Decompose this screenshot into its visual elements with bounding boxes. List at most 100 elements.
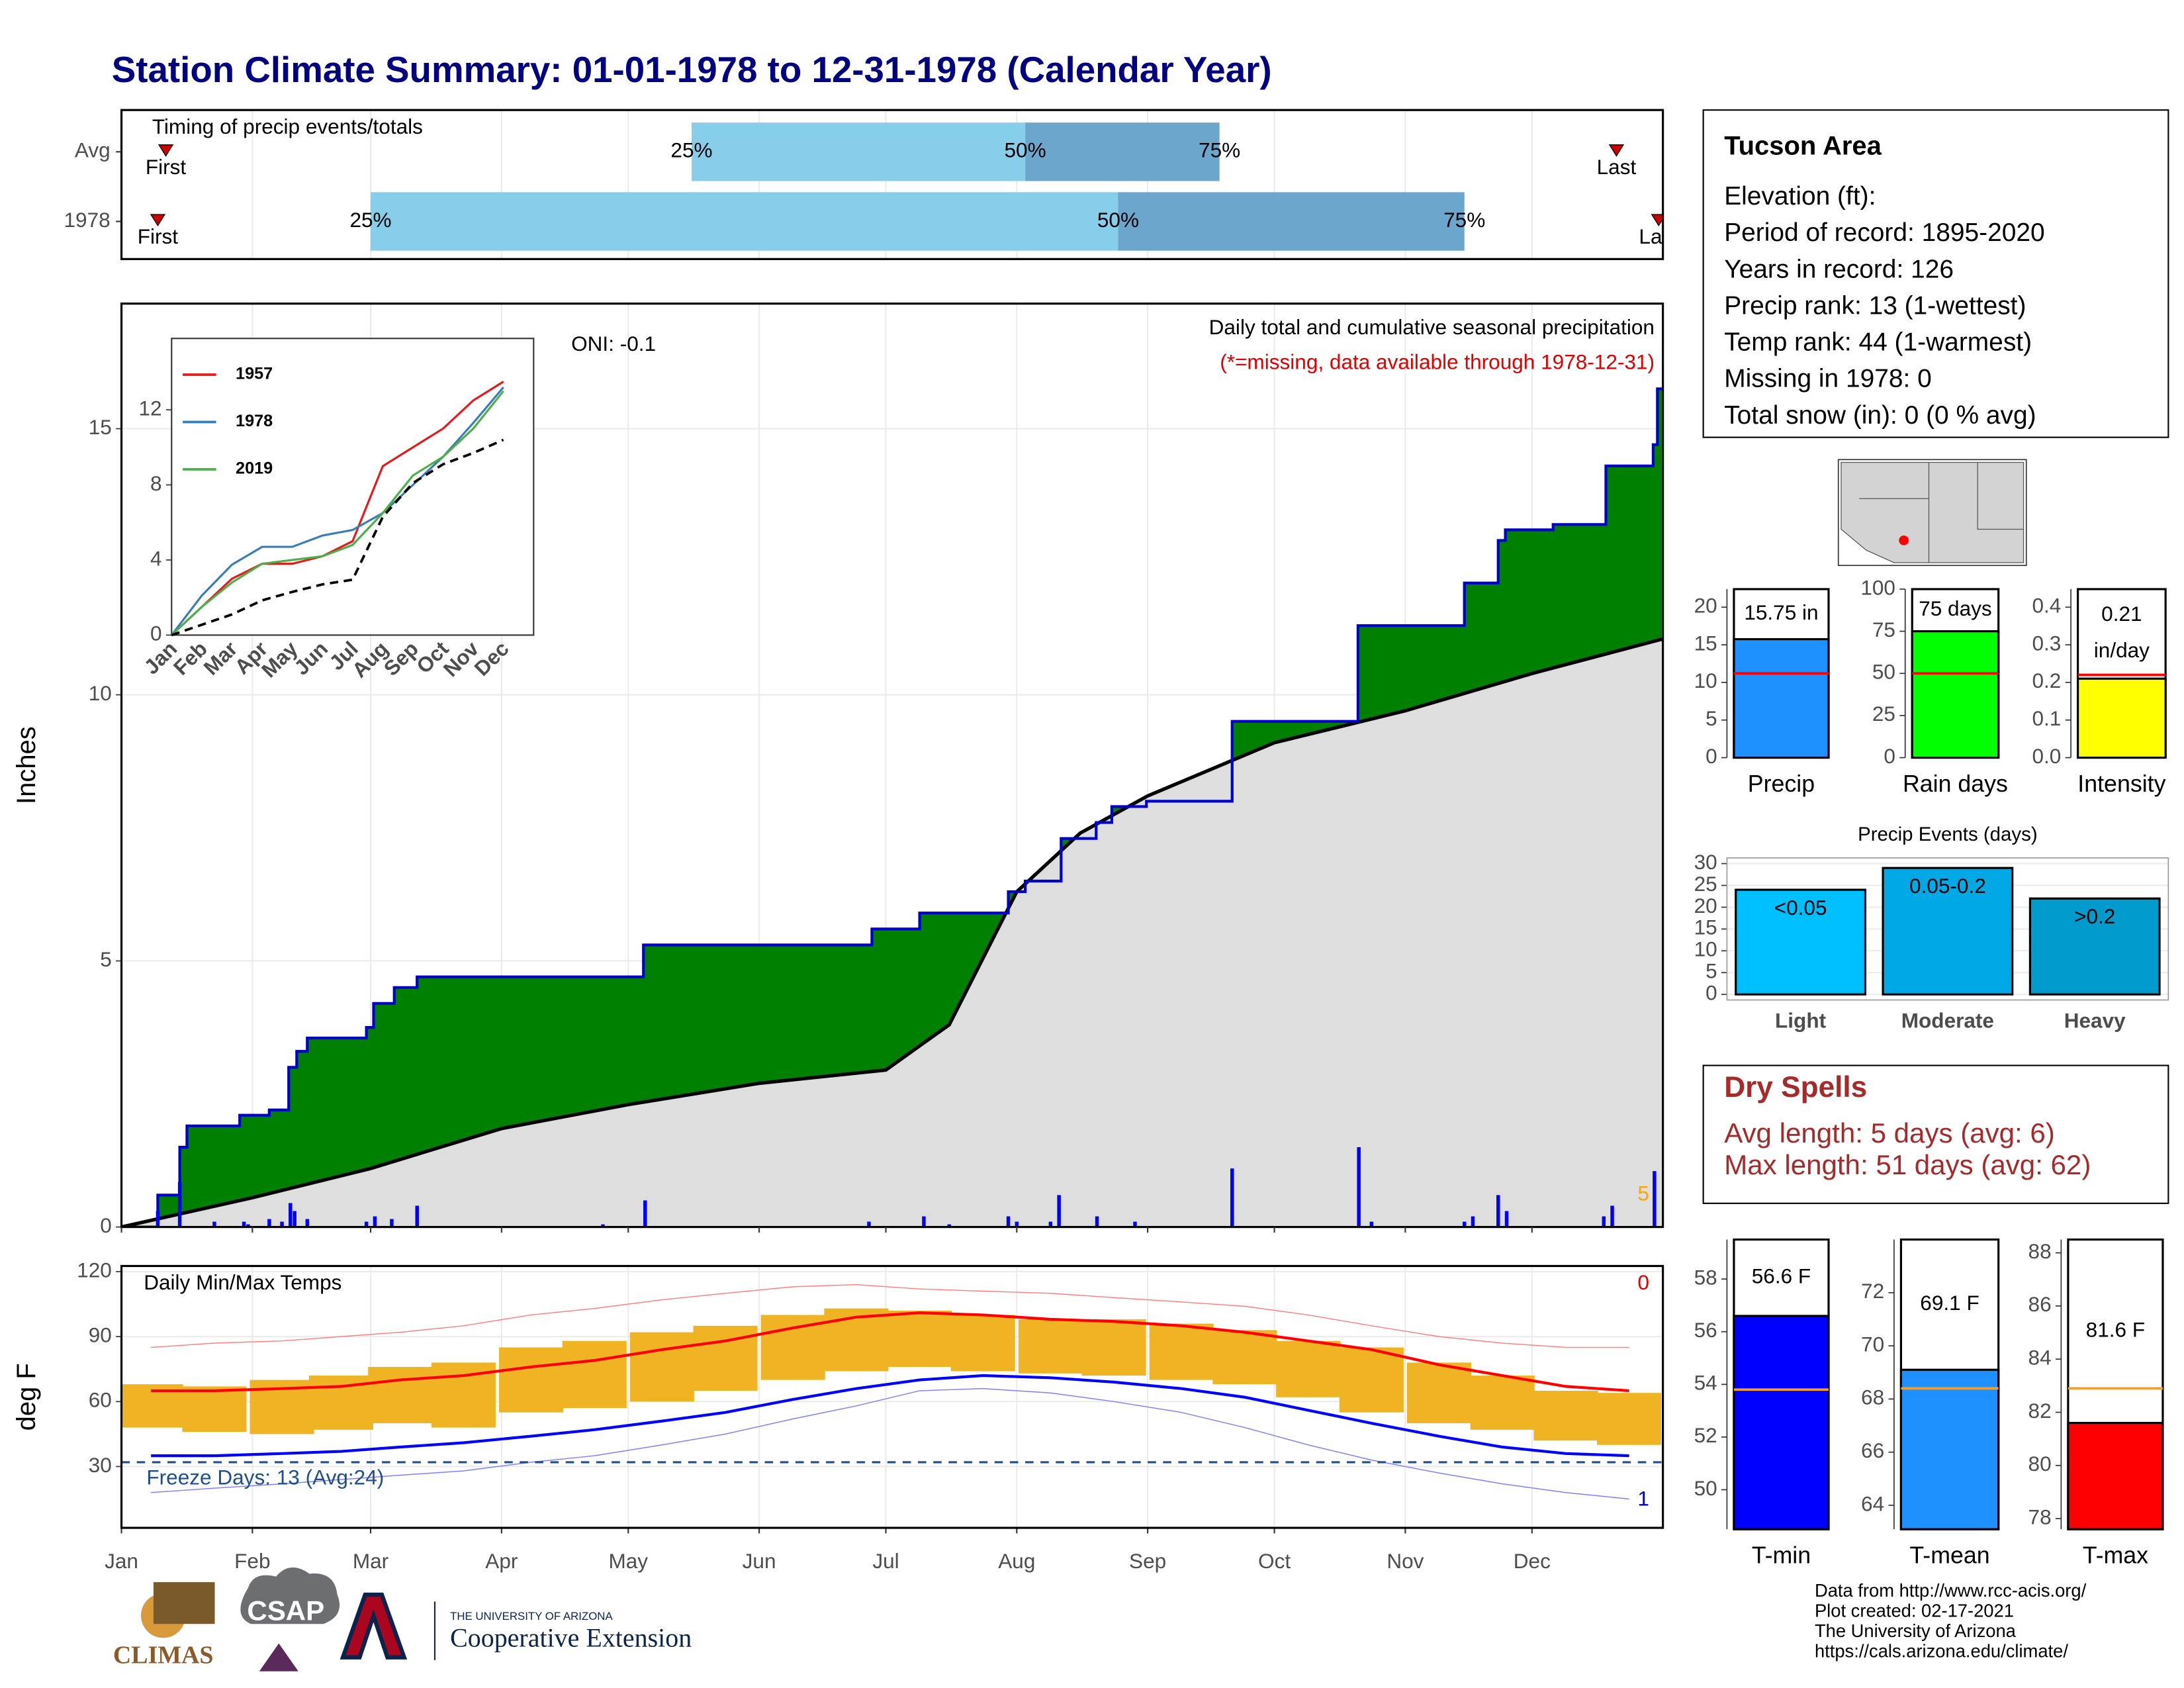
daily-bar: [1357, 1147, 1361, 1227]
marker-label: Last: [1639, 224, 1678, 248]
daily-bar: [601, 1224, 605, 1227]
temp-range-bar: [1149, 1323, 1214, 1380]
y-tick-label: 25: [1694, 872, 1717, 896]
timing-bar: [1118, 192, 1465, 251]
marker-label: First: [146, 155, 187, 179]
info-line: Missing in 1978: 0: [1724, 365, 1932, 393]
x-tick-label: Oct: [1258, 1549, 1291, 1573]
temp-line: [151, 1374, 1629, 1458]
y-tick-label: 15: [1694, 915, 1717, 939]
y-axis-label: Inches: [12, 726, 41, 804]
daily-bar: [643, 1200, 647, 1227]
temp-range-bar: [498, 1347, 564, 1413]
y-tick-label: 30: [1694, 850, 1717, 874]
logo-text: CSAP: [247, 1595, 324, 1626]
temp-range-bar: [1597, 1393, 1662, 1445]
legend-label: 1978: [236, 412, 273, 430]
high-count: 0: [1637, 1270, 1649, 1294]
y-tick-label: 58: [1694, 1266, 1717, 1289]
y-tick-label: 5: [1706, 706, 1717, 730]
timing-marker: [158, 144, 174, 157]
daily-bar: [280, 1221, 284, 1227]
y-tick-label: 15: [1694, 631, 1717, 655]
daily-bar: [1095, 1216, 1099, 1227]
y-tick-label: 20: [1694, 894, 1717, 917]
temp-range-bar: [1276, 1340, 1341, 1397]
x-tick-label: Jan: [105, 1549, 138, 1573]
y-tick-label: 30: [89, 1453, 112, 1477]
y-tick-label: 0: [150, 622, 162, 645]
y-tick-label: 0: [100, 1213, 112, 1237]
bar: [1882, 867, 2014, 996]
dry-spells-box: [1702, 1064, 2169, 1204]
annotation: Freeze Days: 13 (Avg:24): [146, 1465, 384, 1489]
clipped-group: [121, 1284, 1662, 1500]
timing-bar: [1025, 122, 1220, 181]
daily-bar: [156, 1211, 160, 1227]
y-tick-label: 120: [77, 1258, 112, 1282]
dry-spells-line: Avg length: 5 days (avg: 6): [1724, 1117, 2055, 1149]
dry-spells-line: Max length: 51 days (avg: 62): [1724, 1149, 2091, 1180]
y-tick-label: 100: [1860, 575, 1895, 599]
panel-title: Precip Events (days): [1858, 823, 2038, 845]
x-tick-label: Apr: [485, 1549, 518, 1573]
daily-bar: [1006, 1216, 1011, 1227]
info-line: Precip rank: 13 (1-wettest): [1724, 291, 2026, 320]
x-tick-label: Mar: [353, 1549, 388, 1573]
y-tick-label: 72: [1861, 1279, 1884, 1303]
y-tick-label: 0.0: [2032, 744, 2061, 768]
x-axis-label: Rain days: [1903, 771, 2008, 797]
daily-bar: [867, 1221, 871, 1227]
daily-bar: [1015, 1221, 1019, 1227]
temp-range-bar: [629, 1332, 694, 1402]
daily-bar: [1602, 1216, 1606, 1227]
temp-range-bar: [368, 1366, 433, 1424]
footer-line: Plot created: 02-17-2021: [1815, 1601, 2014, 1621]
daily-bar: [293, 1211, 296, 1227]
quartile-label: 25%: [349, 208, 391, 232]
panel-title: Daily Min/Max Temps: [144, 1270, 341, 1294]
daily-bar: [177, 1182, 182, 1227]
temp-range-bar: [1533, 1390, 1598, 1441]
y-tick-label: 52: [1694, 1423, 1717, 1447]
y-tick-label: 0: [1706, 744, 1717, 768]
y-tick-label: 4: [150, 546, 162, 570]
footer-line: https://cals.arizona.edu/climate/: [1815, 1641, 2068, 1662]
temp-range-bar: [1406, 1362, 1471, 1424]
y-axis-label: deg F: [12, 1363, 41, 1430]
timing-bar: [371, 192, 1118, 251]
y-tick-label: 75: [1872, 618, 1895, 641]
daily-bar: [305, 1219, 310, 1227]
average-line: [121, 637, 1663, 1227]
y-tick-label: 54: [1694, 1371, 1717, 1395]
y-tick-label: 64: [1861, 1491, 1884, 1515]
series-line: [171, 438, 504, 637]
info-title: Tucson Area: [1724, 132, 1882, 161]
temp-line: [151, 1284, 1629, 1348]
daily-bar: [1504, 1211, 1509, 1227]
x-axis-label: T-max: [2083, 1542, 2148, 1569]
panel-frame: [120, 109, 1664, 260]
main-title: Station Climate Summary: 01-01-1978 to 1…: [112, 49, 1272, 90]
timing-bar: [691, 122, 1026, 181]
x-tick-label: Light: [1775, 1009, 1827, 1033]
x-tick-label: Heavy: [2064, 1009, 2126, 1033]
legend-label: 1957: [236, 365, 273, 383]
inset-panel: [171, 338, 535, 636]
x-axis-label: Precip: [1748, 771, 1815, 797]
temp-range-bar: [950, 1315, 1015, 1372]
clipped-group: [121, 387, 1663, 1227]
daily-bar: [415, 1205, 419, 1227]
y-tick-label: 88: [2028, 1239, 2052, 1263]
x-tick-label: Jun: [743, 1549, 776, 1573]
daily-bar: [1369, 1221, 1374, 1227]
daily-bar: [267, 1219, 271, 1227]
x-tick-label: May: [608, 1549, 648, 1573]
daily-bar: [364, 1221, 369, 1227]
x-tick-label: Aug: [998, 1549, 1035, 1573]
daily-bar: [922, 1216, 926, 1227]
x-tick-label: Dec: [1514, 1549, 1551, 1573]
info-line: Elevation (ft):: [1724, 182, 1876, 211]
bar: [1733, 1315, 1830, 1530]
